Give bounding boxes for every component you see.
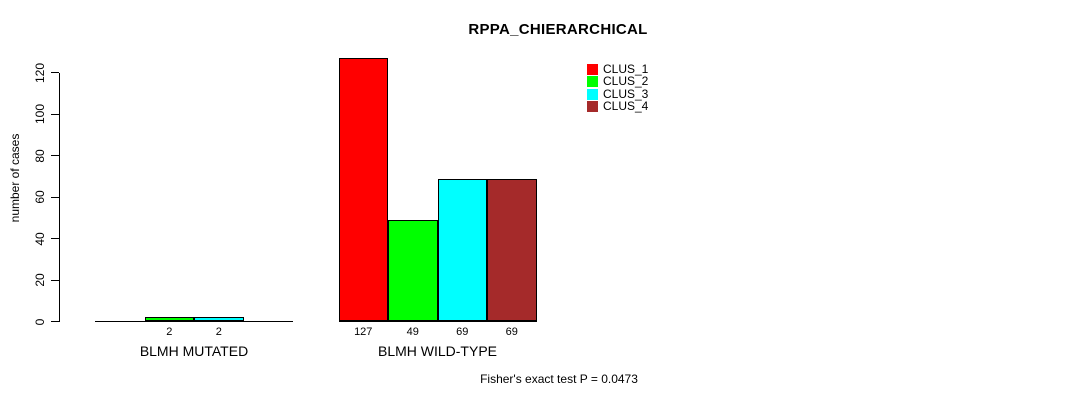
group-baseline (95, 321, 293, 322)
y-axis-tick (50, 155, 59, 157)
bar-value-label: 49 (406, 326, 419, 338)
bar-clus-4-group-2 (487, 178, 537, 322)
y-axis-tick-label: 60 (33, 190, 47, 204)
fisher-test-annotation: Fisher's exact test P = 0.0473 (480, 372, 638, 386)
y-axis-tick (50, 279, 59, 281)
y-axis-tick-label: 20 (33, 273, 47, 287)
y-axis-tick (50, 113, 59, 115)
legend-swatch-clus-4 (587, 101, 598, 113)
bar-value-label: 2 (166, 326, 173, 338)
legend-swatch-clus-3 (587, 88, 598, 100)
bar-value-label: 2 (215, 326, 222, 338)
bar-clus-3-group-1 (194, 317, 244, 322)
y-axis-line (58, 72, 60, 323)
bar-value-label: 69 (456, 326, 469, 338)
y-axis-tick-label: 0 (33, 318, 47, 325)
y-axis-title: number of cases (8, 133, 22, 223)
bar-value-label: 127 (354, 326, 373, 338)
legend-item: CLUS_4 (587, 99, 649, 114)
bar-clus-2-group-1 (144, 317, 194, 322)
group-baseline (338, 321, 537, 322)
y-axis-tick-label: 80 (33, 149, 47, 163)
y-axis-tick-label: 120 (33, 62, 47, 83)
bar-clus-3-group-2 (437, 178, 487, 322)
x-group-label: BLMH MUTATED (139, 343, 249, 359)
y-axis-tick (50, 72, 59, 74)
y-axis-tick-label: 40 (33, 231, 47, 246)
legend-swatch-clus-1 (587, 64, 598, 75)
legend-item: CLUS_1 (587, 62, 649, 76)
y-axis-tick (50, 196, 59, 198)
y-axis-tick-label: 100 (33, 104, 47, 125)
legend-item: CLUS_2 (587, 74, 649, 89)
chart-title: RPPA_CHIERARCHICAL (468, 21, 648, 38)
legend-label: CLUS_4 (603, 99, 649, 114)
x-group-label: BLMH WILD-TYPE (377, 343, 497, 359)
legend-label: CLUS_2 (603, 74, 649, 89)
legend-label: CLUS_1 (603, 62, 649, 76)
bar-clus-2-group-2 (388, 220, 438, 322)
y-axis-tick (50, 238, 59, 240)
legend-label: CLUS_3 (603, 86, 649, 101)
legend-swatch-clus-2 (587, 76, 598, 88)
legend: CLUS_1 CLUS_2 CLUS_3 CLUS_4 (587, 62, 649, 114)
bar-value-label: 69 (505, 326, 518, 338)
legend-item: CLUS_3 (587, 86, 649, 101)
y-axis-tick (50, 321, 59, 322)
bar-clus-1-group-2 (338, 58, 388, 322)
